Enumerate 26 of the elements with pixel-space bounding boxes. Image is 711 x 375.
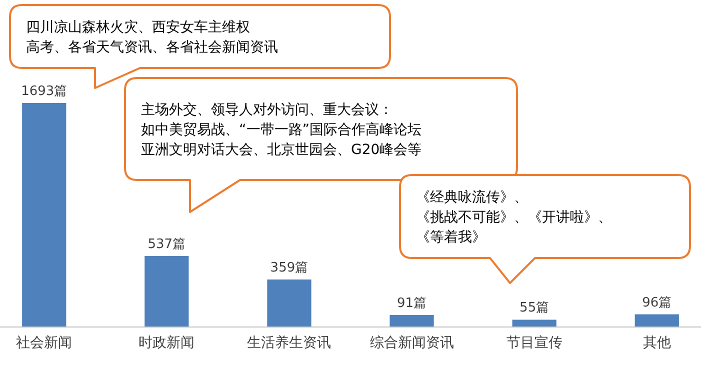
x-tick-label: 社会新闻	[16, 334, 72, 351]
x-tick-label: 综合新闻资讯	[370, 334, 454, 351]
bar	[22, 103, 66, 327]
bar	[144, 256, 189, 327]
data-label: 96篇	[642, 295, 672, 310]
annotation: 亚洲文明对话大会、北京世园会、G20峰会等	[141, 142, 422, 158]
data-label: 91篇	[397, 296, 427, 311]
annotation: 《经典咏流传》、	[416, 190, 528, 206]
annotation: 《挑战不可能》、《开讲啦》、	[416, 210, 612, 226]
text: 四川凉山森林火灾、西安女车主维权	[26, 20, 250, 36]
x-tick-label: 节目宣传	[506, 334, 562, 351]
annotation: 主场外交、领导人对外访问、重大会议：	[141, 102, 393, 118]
data-label: 55篇	[520, 300, 550, 316]
x-tick-label: 时政新闻	[138, 334, 195, 351]
x-tick-label: 其他	[642, 334, 671, 351]
data-label: 537篇	[148, 236, 186, 252]
bar	[267, 280, 312, 327]
bar	[634, 314, 679, 327]
x-tick-label: 生活养生资讯	[247, 334, 332, 351]
bar	[390, 314, 434, 327]
data-label: 1693篇	[21, 84, 68, 99]
annotation: 《等着我》	[416, 230, 486, 246]
data-label: 359篇	[270, 260, 308, 276]
annotation: 如中美贸易战、“一带一路”国际合作高峰论坛	[141, 122, 422, 138]
bar	[512, 320, 556, 327]
text: 高考、各省天气资讯、各省社会新闻资讯	[26, 40, 278, 56]
